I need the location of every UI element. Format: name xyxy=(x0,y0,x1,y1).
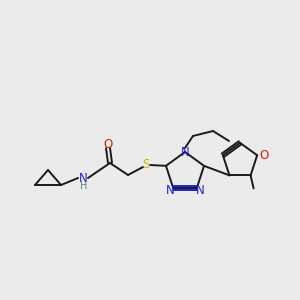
Text: H: H xyxy=(80,181,88,191)
Text: S: S xyxy=(142,158,150,172)
Text: O: O xyxy=(260,149,269,162)
Text: N: N xyxy=(195,184,204,197)
Text: N: N xyxy=(166,184,175,197)
Text: N: N xyxy=(181,146,189,158)
Text: O: O xyxy=(103,137,112,151)
Text: N: N xyxy=(79,172,87,184)
